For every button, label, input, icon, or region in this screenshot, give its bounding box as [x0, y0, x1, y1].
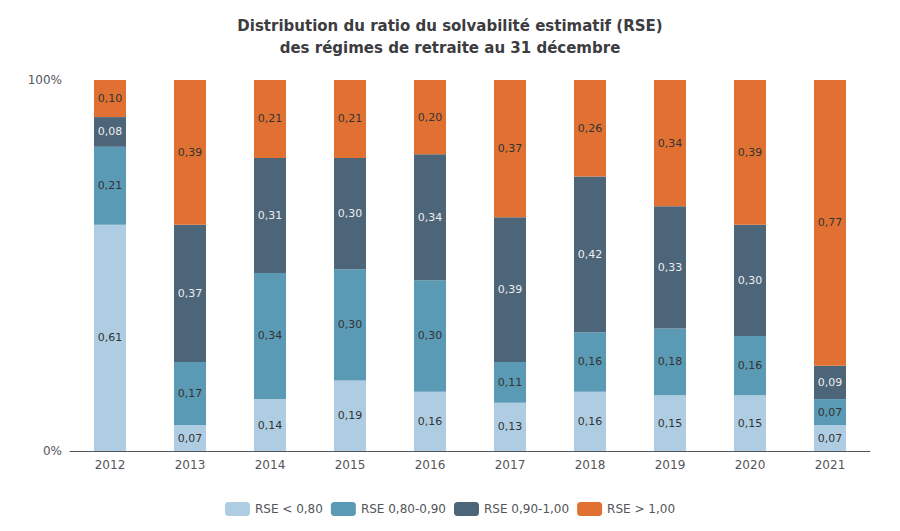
svg-text:0,34: 0,34 — [258, 329, 283, 342]
svg-text:0,21: 0,21 — [98, 179, 123, 192]
svg-text:0,14: 0,14 — [258, 419, 283, 432]
svg-text:0,09: 0,09 — [818, 376, 843, 389]
svg-text:RSE 0,80-0,90: RSE 0,80-0,90 — [361, 502, 446, 516]
svg-text:0,21: 0,21 — [338, 112, 363, 125]
svg-text:0%: 0% — [43, 444, 62, 458]
svg-text:0,18: 0,18 — [658, 355, 683, 368]
svg-text:0,31: 0,31 — [258, 209, 283, 222]
svg-text:2014: 2014 — [255, 458, 286, 472]
svg-text:0,39: 0,39 — [498, 283, 523, 296]
svg-text:0,30: 0,30 — [338, 207, 363, 220]
svg-text:0,15: 0,15 — [738, 417, 763, 430]
svg-text:RSE > 1,00: RSE > 1,00 — [607, 502, 675, 516]
svg-text:0,77: 0,77 — [818, 216, 843, 229]
svg-text:100%: 100% — [28, 73, 62, 87]
svg-text:0,07: 0,07 — [178, 432, 203, 445]
svg-text:0,16: 0,16 — [738, 359, 763, 372]
svg-text:Distribution du ratio du solva: Distribution du ratio du solvabilité est… — [237, 17, 662, 35]
svg-text:0,20: 0,20 — [418, 111, 443, 124]
svg-text:0,11: 0,11 — [498, 376, 523, 389]
svg-text:2015: 2015 — [335, 458, 366, 472]
svg-text:0,26: 0,26 — [578, 122, 603, 135]
svg-text:0,17: 0,17 — [178, 387, 203, 400]
svg-text:2020: 2020 — [735, 458, 766, 472]
svg-text:0,19: 0,19 — [338, 409, 363, 422]
svg-text:0,13: 0,13 — [498, 420, 523, 433]
svg-text:0,37: 0,37 — [178, 287, 203, 300]
svg-text:0,42: 0,42 — [578, 248, 603, 261]
svg-text:0,30: 0,30 — [738, 274, 763, 287]
svg-text:0,30: 0,30 — [418, 329, 443, 342]
svg-text:0,10: 0,10 — [98, 92, 123, 105]
svg-text:2013: 2013 — [175, 458, 206, 472]
svg-text:0,37: 0,37 — [498, 142, 523, 155]
svg-text:0,33: 0,33 — [658, 261, 683, 274]
svg-text:2019: 2019 — [655, 458, 686, 472]
svg-text:2018: 2018 — [575, 458, 606, 472]
svg-text:0,30: 0,30 — [338, 318, 363, 331]
svg-text:0,16: 0,16 — [578, 415, 603, 428]
svg-text:0,34: 0,34 — [418, 211, 443, 224]
svg-text:2021: 2021 — [815, 458, 846, 472]
svg-text:0,15: 0,15 — [658, 417, 683, 430]
svg-text:0,34: 0,34 — [658, 137, 683, 150]
svg-text:0,16: 0,16 — [578, 355, 603, 368]
svg-text:0,16: 0,16 — [418, 415, 443, 428]
svg-text:des régimes de retraite au 31: des régimes de retraite au 31 décembre — [280, 39, 621, 57]
svg-text:0,39: 0,39 — [738, 146, 763, 159]
svg-text:2016: 2016 — [415, 458, 446, 472]
svg-text:0,21: 0,21 — [258, 112, 283, 125]
svg-text:0,61: 0,61 — [98, 331, 123, 344]
svg-text:0,07: 0,07 — [818, 432, 843, 445]
svg-text:0,39: 0,39 — [178, 146, 203, 159]
svg-text:RSE 0,90-1,00: RSE 0,90-1,00 — [484, 502, 569, 516]
svg-text:0,08: 0,08 — [98, 125, 123, 138]
svg-text:2017: 2017 — [495, 458, 526, 472]
svg-text:0,07: 0,07 — [818, 406, 843, 419]
svg-text:2012: 2012 — [95, 458, 126, 472]
svg-text:RSE < 0,80: RSE < 0,80 — [255, 502, 323, 516]
